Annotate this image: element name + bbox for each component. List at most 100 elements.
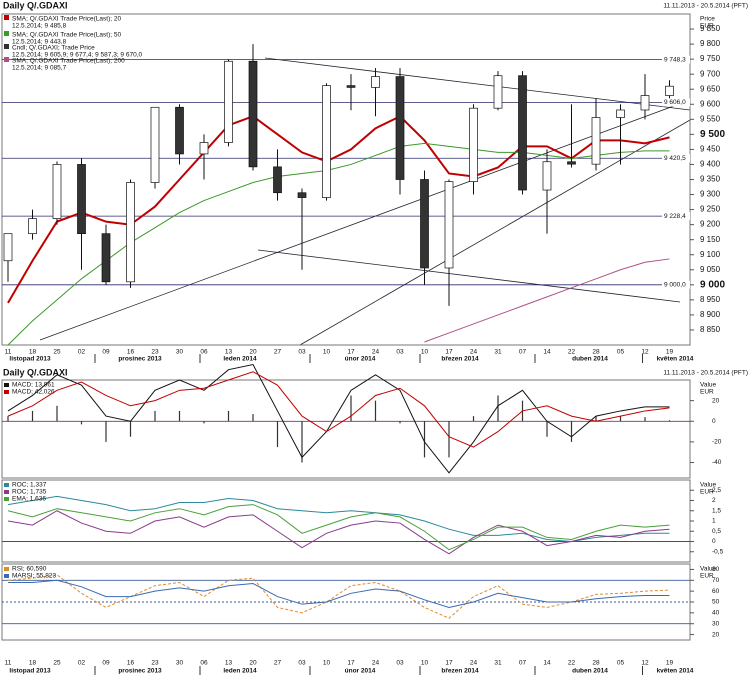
candle-body <box>199 142 209 155</box>
x-tick-label: 10 <box>421 349 429 356</box>
x-tick-label: 27 <box>274 660 282 667</box>
header-title: Daily Q/.GDAXI <box>3 367 68 377</box>
x-tick-label: 14 <box>543 660 551 667</box>
candle-body <box>591 117 601 165</box>
candle-body <box>640 95 650 111</box>
x-tick-label: 22 <box>568 349 576 356</box>
x-tick-label: 10 <box>421 660 429 667</box>
legend-detail: 12.5.2014; 9 485,8 <box>12 23 67 30</box>
legend-label: MACD; 42,026 <box>12 389 55 396</box>
month-label: prosinec 2013 <box>118 356 162 363</box>
legend-box <box>4 567 9 571</box>
month-label: květen 2014 <box>657 356 694 363</box>
x-tick-label: 03 <box>298 660 306 667</box>
x-tick-label: 05 <box>617 660 625 667</box>
x-tick-label: 28 <box>592 349 600 356</box>
level-label-box <box>662 280 690 289</box>
x-tick-label: 12 <box>641 660 649 667</box>
series-line <box>7 142 670 346</box>
level-label-box <box>662 55 690 64</box>
x-tick-label: 19 <box>666 349 674 356</box>
month-label: duben 2014 <box>572 668 608 675</box>
series-line <box>7 371 670 448</box>
y-unit: EUR <box>700 573 714 580</box>
level-label: 9 000,0 <box>664 282 686 289</box>
x-tick-label: 09 <box>102 349 110 356</box>
candle-body <box>665 85 674 96</box>
x-tick-label: 17 <box>347 349 355 356</box>
y-tick-label: 8 900 <box>700 310 721 319</box>
level-label-box <box>662 98 690 107</box>
y-unit: EUR <box>700 23 714 30</box>
legend-box <box>4 490 9 494</box>
y-unit: EUR <box>700 489 714 496</box>
trendlines <box>39 57 691 346</box>
legend-detail: 12.5.2014; 9 443,8 <box>12 39 67 46</box>
header-title: Daily Q/.GDAXI <box>3 0 68 10</box>
y-tick-label: 9 150 <box>700 235 721 244</box>
legend-label: RSI; 60,590 <box>12 566 47 573</box>
candle-body <box>175 106 184 155</box>
x-tick-label: 23 <box>151 349 159 356</box>
month-label: březen 2014 <box>441 668 479 675</box>
y-tick-label: 20 <box>712 397 720 404</box>
x-tick-label: 06 <box>200 349 208 356</box>
x-tick-label: 10 <box>323 349 331 356</box>
x-tick-label: 25 <box>53 349 61 356</box>
y-tick-label: 9 750 <box>700 54 721 63</box>
x-tick-label: 03 <box>396 660 404 667</box>
level-label: 9 228,4 <box>664 213 686 220</box>
legend-detail: 12.5.2014; 9 605,9; 9 677,4; 9 587,3; 9 … <box>12 52 142 59</box>
candle-body <box>616 109 625 118</box>
legend-box <box>4 57 9 62</box>
x-tick-label: 13 <box>225 660 233 667</box>
y-tick-label: 2,5 <box>712 487 721 494</box>
series-line <box>7 574 670 619</box>
legend-label: MARSI; 55,823 <box>12 573 56 580</box>
level-label-box <box>662 212 690 221</box>
x-tick-label: 02 <box>78 660 86 667</box>
x-tick-label: 20 <box>249 349 257 356</box>
x-tick-label: 05 <box>617 349 625 356</box>
x-tick-label: 31 <box>494 349 502 356</box>
candle-body <box>126 182 135 283</box>
x-tick-label: 20 <box>249 660 257 667</box>
level-label: 9 748,3 <box>664 56 686 63</box>
y-tick-label: 8 950 <box>700 295 721 304</box>
month-label: březen 2014 <box>441 356 479 363</box>
y-tick-label: 1 <box>712 518 716 525</box>
x-tick-label: 07 <box>519 660 527 667</box>
x-tick-label: 23 <box>151 660 159 667</box>
candle-body <box>567 161 576 165</box>
y-tick-label: -0,5 <box>712 548 724 555</box>
y-tick-label: 9 450 <box>700 145 721 154</box>
y-tick-label: 0,5 <box>712 528 721 535</box>
candle-body <box>542 161 552 191</box>
y-tick-label: 9 050 <box>700 265 721 274</box>
legend-label: ROC; 1,735 <box>12 489 47 496</box>
month-label: listopad 2013 <box>9 668 51 675</box>
x-tick-label: 18 <box>29 349 37 356</box>
y-tick-label: 30 <box>712 620 720 627</box>
legend-detail: 12.5.2014; 9 085,7 <box>12 65 67 72</box>
y-tick-label: 9 850 <box>700 24 721 33</box>
series-line <box>424 258 670 343</box>
series-line <box>7 504 670 551</box>
y-tick-label: 9 550 <box>700 114 721 123</box>
y-tick-label: 9 350 <box>700 175 721 184</box>
x-tick-label: 14 <box>543 349 551 356</box>
series-line <box>7 495 670 543</box>
x-tick-label: 09 <box>102 660 110 667</box>
month-label: duben 2014 <box>572 356 608 363</box>
y-tick-label: -20 <box>712 439 722 446</box>
month-label: únor 2014 <box>345 668 376 675</box>
series-line <box>8 579 670 608</box>
x-tick-label: 18 <box>29 660 37 667</box>
legend-box <box>4 15 9 20</box>
y-unit: EUR <box>700 389 714 396</box>
legend-label: SMA; Q/.GDAXI Trade Price(Last); 50 <box>12 32 121 39</box>
y-tick-label: 0 <box>712 418 716 425</box>
plot-frame <box>1 379 691 479</box>
candle-body <box>518 75 527 191</box>
